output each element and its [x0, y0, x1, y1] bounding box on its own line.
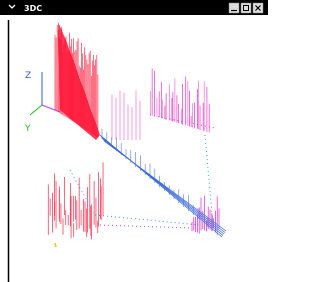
- window-title: 3DC: [24, 4, 42, 13]
- maximize-button[interactable]: [241, 3, 251, 13]
- minimize-button[interactable]: [229, 3, 239, 13]
- marker: [55, 243, 56, 247]
- y-axis-label: Y: [24, 124, 31, 134]
- window-background: [0, 0, 268, 282]
- window-buttons: [229, 3, 263, 13]
- page: 3DC Z Y (() => { const data = JSON.parse…: [0, 0, 268, 282]
- z-axis-label: Z: [25, 71, 31, 81]
- window: 3DC Z Y: [0, 0, 268, 282]
